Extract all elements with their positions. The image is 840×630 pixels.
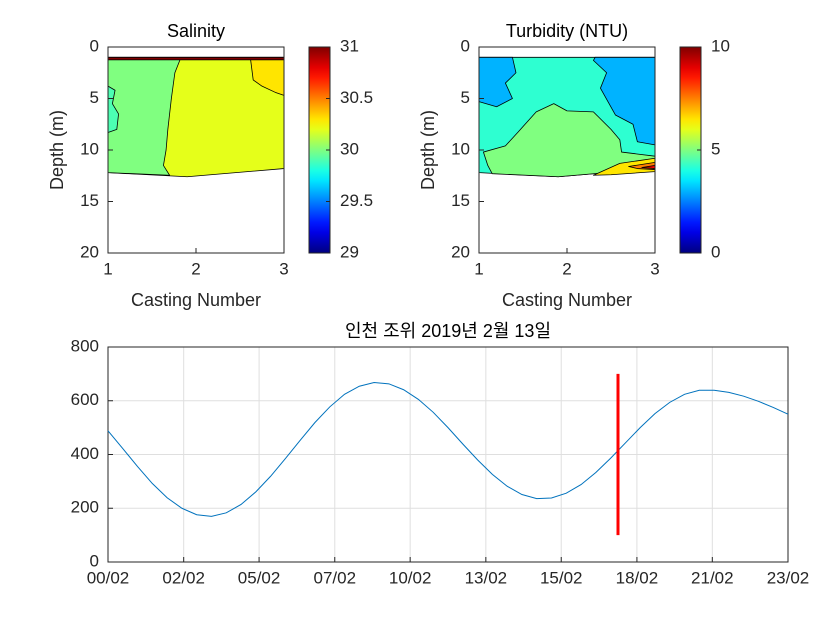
y-tick-label: 400 (71, 444, 99, 463)
x-tick-label: 05/02 (238, 568, 281, 587)
y-tick-label: 10 (80, 139, 99, 158)
x-tick-label: 3 (279, 259, 288, 278)
x-tick-label: 1 (103, 259, 112, 278)
y-tick-label: 15 (451, 191, 470, 210)
y-tick-label: 5 (90, 88, 99, 107)
series-line (107, 381, 789, 517)
colorbar-tick-label: 30 (340, 139, 359, 158)
contour-region (107, 56, 285, 61)
y-tick-label: 200 (71, 498, 99, 517)
colorbar-tick-label: 29 (340, 242, 359, 261)
y-tick-label: 600 (71, 390, 99, 409)
y-axis-label: Depth (m) (47, 110, 67, 190)
y-tick-label: 0 (90, 551, 99, 570)
y-tick-label: 15 (80, 191, 99, 210)
y-tick-label: 800 (71, 336, 99, 355)
x-tick-label: 21/02 (691, 568, 734, 587)
x-tick-label: 1 (474, 259, 483, 278)
x-tick-label: 13/02 (465, 568, 508, 587)
colorbar-tick-label: 29.5 (340, 191, 373, 210)
x-tick-label: 00/02 (87, 568, 130, 587)
colorbar-tick-label: 0 (711, 242, 720, 261)
y-tick-label: 5 (461, 88, 470, 107)
x-tick-label: 02/02 (162, 568, 205, 587)
y-tick-label: 10 (451, 139, 470, 158)
y-tick-label: 0 (90, 36, 99, 55)
x-tick-label: 2 (562, 259, 571, 278)
colorbar-tick-label: 5 (711, 139, 720, 158)
contour-region (478, 56, 517, 108)
y-axis-label: Depth (m) (418, 110, 438, 190)
x-tick-label: 2 (191, 259, 200, 278)
colorbar-tick-label: 31 (340, 36, 359, 55)
colorbar-tick-label: 30.5 (340, 88, 373, 107)
colorbar-tick-label: 10 (711, 36, 730, 55)
axes-box (107, 346, 789, 563)
x-tick-label: 07/02 (313, 568, 356, 587)
x-tick-label: 15/02 (540, 568, 583, 587)
axes-box (107, 46, 285, 254)
axes-box (478, 46, 656, 254)
x-axis-label: Casting Number (502, 290, 632, 310)
chart-title: Salinity (167, 21, 225, 41)
x-tick-label: 23/02 (767, 568, 810, 587)
x-tick-label: 18/02 (616, 568, 659, 587)
x-axis-label: Casting Number (131, 290, 261, 310)
chart-title: 인천 조위 2019년 2월 13일 (345, 321, 551, 341)
y-tick-label: 20 (80, 242, 99, 261)
x-tick-label: 3 (650, 259, 659, 278)
y-tick-label: 20 (451, 242, 470, 261)
y-tick-label: 0 (461, 36, 470, 55)
chart-title: Turbidity (NTU) (506, 21, 628, 41)
contour-region (107, 58, 181, 176)
x-tick-label: 10/02 (389, 568, 432, 587)
